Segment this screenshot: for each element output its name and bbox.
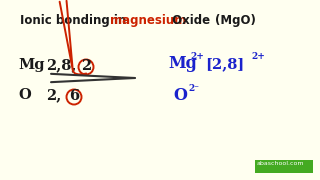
Text: Oxide: Oxide bbox=[168, 14, 214, 27]
Text: 2: 2 bbox=[81, 59, 91, 73]
Text: Ionic bonding in: Ionic bonding in bbox=[20, 14, 130, 27]
Text: O: O bbox=[173, 87, 187, 104]
Text: [2,8]: [2,8] bbox=[205, 57, 244, 71]
Text: 6: 6 bbox=[69, 89, 79, 103]
Text: 2,: 2, bbox=[46, 88, 61, 102]
Text: 2,8,: 2,8, bbox=[46, 58, 76, 72]
Text: 2⁻: 2⁻ bbox=[188, 84, 199, 93]
Text: magnesium: magnesium bbox=[110, 14, 186, 27]
Text: Mg: Mg bbox=[18, 58, 44, 72]
Text: 2+: 2+ bbox=[251, 52, 265, 61]
Text: abaschool.com: abaschool.com bbox=[257, 161, 305, 166]
FancyBboxPatch shape bbox=[255, 160, 313, 173]
Text: Mg: Mg bbox=[168, 55, 197, 72]
Text: (MgO): (MgO) bbox=[215, 14, 256, 27]
Text: 2+: 2+ bbox=[190, 52, 204, 61]
Text: O: O bbox=[18, 88, 31, 102]
